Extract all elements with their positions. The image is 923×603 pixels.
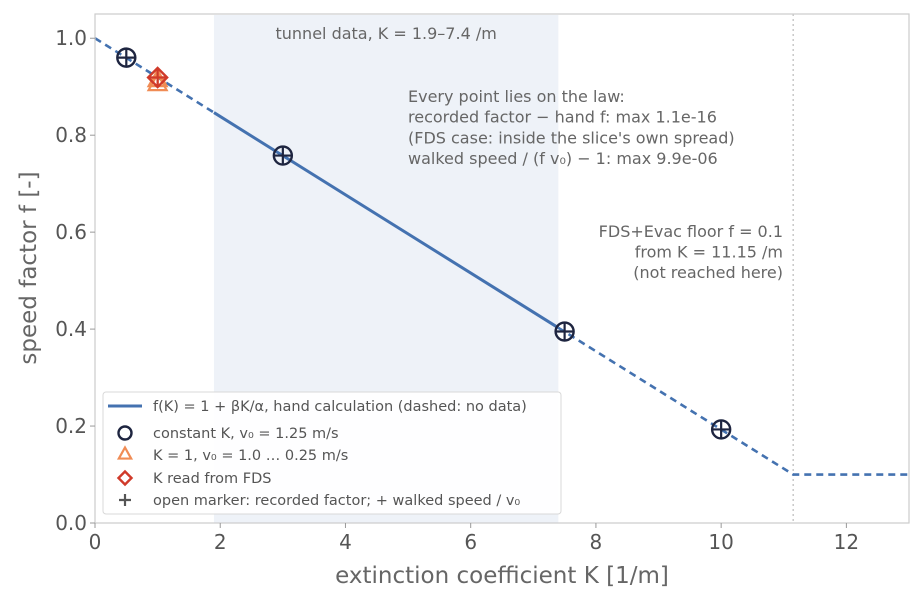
floor-annotation-line: (not reached here)	[633, 263, 783, 282]
legend-triangle-swatch	[116, 445, 134, 460]
law-line-solid	[213, 111, 560, 330]
walked-speed-plus	[117, 48, 136, 67]
walked-speed-plus	[148, 68, 167, 87]
annotation-line: walked speed / (f v₀) − 1: max 9.9e-06	[408, 149, 718, 168]
x-axis-ticks: 0 2 4 6 8 10 12	[89, 523, 859, 554]
walked-speed-plus	[555, 322, 574, 341]
band-label: tunnel data, K = 1.9–7.4 /m	[276, 24, 497, 43]
x-axis-label: extinction coefficient K [1/m]	[335, 563, 669, 589]
legend-series-label: K read from FDS	[153, 471, 271, 487]
x-tick-label: 8	[590, 530, 603, 554]
annotation-line: Every point lies on the law:	[408, 87, 625, 106]
markers	[116, 47, 732, 440]
data-point-diamond	[146, 66, 169, 89]
consistency-annotation: Every point lies on the law: recorded fac…	[408, 87, 735, 168]
legend-circle-swatch	[117, 425, 133, 441]
legend-marker-note: open marker: recorded factor; + walked s…	[153, 493, 520, 509]
walked-speed-plus	[273, 146, 292, 165]
law-line	[94, 37, 909, 476]
annotation-line: (FDS case: inside the slice's own spread…	[408, 128, 735, 147]
x-tick-label: 2	[214, 530, 227, 554]
walked-speed-plus	[712, 420, 731, 439]
x-tick-label: 0	[89, 530, 102, 554]
y-tick-label: 0.0	[55, 511, 87, 535]
x-tick-label: 12	[834, 530, 859, 554]
annotation-line: recorded factor − hand f: max 1.1e-16	[408, 108, 717, 127]
floor-annotation: FDS+Evac floor f = 0.1 from K = 11.15 /m(…	[599, 222, 783, 282]
y-axis-ticks: 0.0 0.2 0.4 0.6 0.8 1.0	[55, 26, 95, 535]
law-line-dashed-high	[557, 326, 909, 476]
plot-frame	[94, 13, 910, 524]
y-tick-label: 0.2	[55, 414, 87, 438]
x-tick-label: 6	[464, 530, 477, 554]
y-tick-label: 1.0	[55, 26, 87, 50]
y-tick-label: 0.6	[55, 220, 87, 244]
x-tick-label: 4	[339, 530, 352, 554]
legend-series-label: K = 1, v₀ = 1.0 … 0.25 m/s	[153, 448, 348, 464]
y-tick-label: 0.4	[55, 317, 87, 341]
y-tick-label: 0.8	[55, 123, 87, 147]
y-axis-label: speed factor f [-]	[16, 171, 42, 364]
legend-law-label: f(K) = 1 + βK/α, hand calculation (dashe…	[153, 399, 527, 415]
floor-annotation-line: from K = 11.15 /m	[635, 243, 783, 262]
legend-series-label: constant K, v₀ = 1.25 m/s	[153, 426, 339, 442]
floor-annotation-line: FDS+Evac floor f = 0.1	[599, 222, 783, 241]
legend-plus-swatch	[119, 494, 131, 506]
legend: f(K) = 1 + βK/α, hand calculation (dashe…	[102, 391, 562, 515]
x-tick-label: 10	[708, 530, 733, 554]
legend-diamond-swatch	[116, 469, 134, 487]
legend-box	[102, 391, 562, 515]
